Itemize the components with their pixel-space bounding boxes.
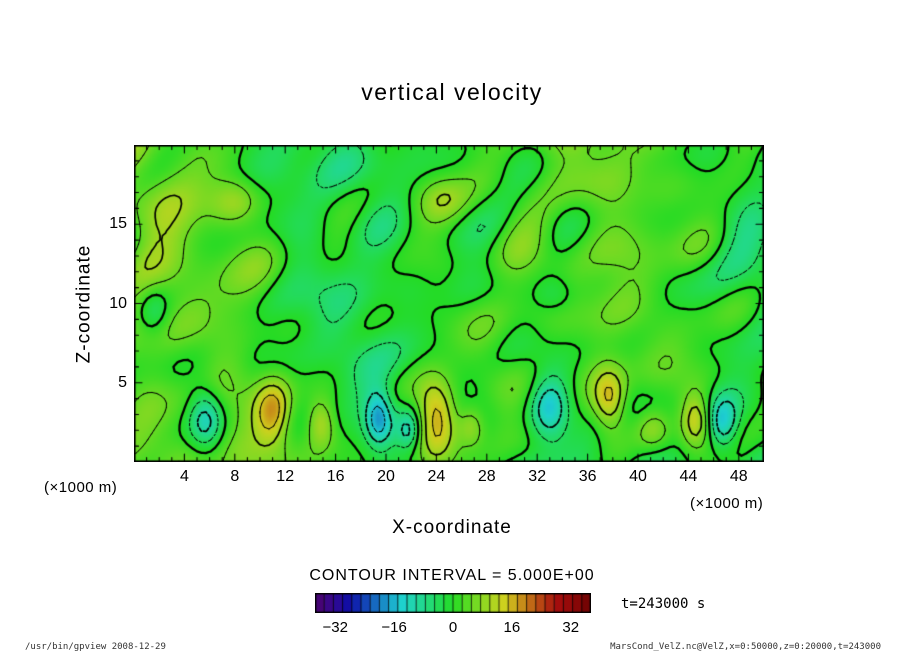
command-path-text: /usr/bin/gpview 2008-12-29	[25, 642, 166, 652]
contour-interval-label: CONTOUR INTERVAL = 5.000E+00	[309, 567, 595, 584]
colorbar-tick-label: −32	[322, 619, 348, 636]
colorbar-tick-label: 16	[503, 619, 521, 636]
y-axis-unit-label: (×1000 m)	[44, 479, 118, 496]
y-tick-label: 15	[109, 215, 127, 233]
x-tick-label: 28	[477, 468, 496, 485]
y-axis-label-text: Z-coordinate	[73, 244, 95, 363]
x-axis-label: X-coordinate	[392, 517, 512, 538]
x-tick-label: 12	[276, 468, 295, 485]
x-tick-label: 24	[427, 468, 446, 485]
x-tick-label: 36	[578, 468, 597, 485]
colorbar-tick-label: 0	[448, 619, 458, 636]
x-axis-unit-label: (×1000 m)	[690, 495, 764, 512]
x-tick-label: 8	[230, 468, 240, 485]
y-tick-label: 10	[109, 294, 127, 312]
colorbar-tick-label: 32	[562, 619, 580, 636]
x-tick-label: 48	[729, 468, 748, 485]
x-tick-label: 20	[377, 468, 395, 485]
plot-title: vertical velocity	[361, 79, 543, 105]
contour-plot-canvas	[134, 145, 764, 462]
colorbar-canvas	[315, 593, 591, 613]
colorbar	[315, 593, 591, 618]
x-tick-label: 4	[179, 468, 189, 485]
data-source-text: MarsCond_VelZ.nc@VelZ,x=0:50000,z=0:2000…	[610, 642, 881, 652]
x-tick-label: 32	[528, 468, 547, 485]
x-tick-label: 40	[629, 468, 647, 485]
y-tick-label: 5	[118, 373, 127, 391]
x-tick-label: 16	[326, 468, 345, 485]
contour-plot	[134, 145, 764, 462]
colorbar-tick-label: −16	[381, 619, 407, 636]
time-label: t=243000 s	[621, 596, 706, 612]
x-tick-label: 44	[679, 468, 698, 485]
